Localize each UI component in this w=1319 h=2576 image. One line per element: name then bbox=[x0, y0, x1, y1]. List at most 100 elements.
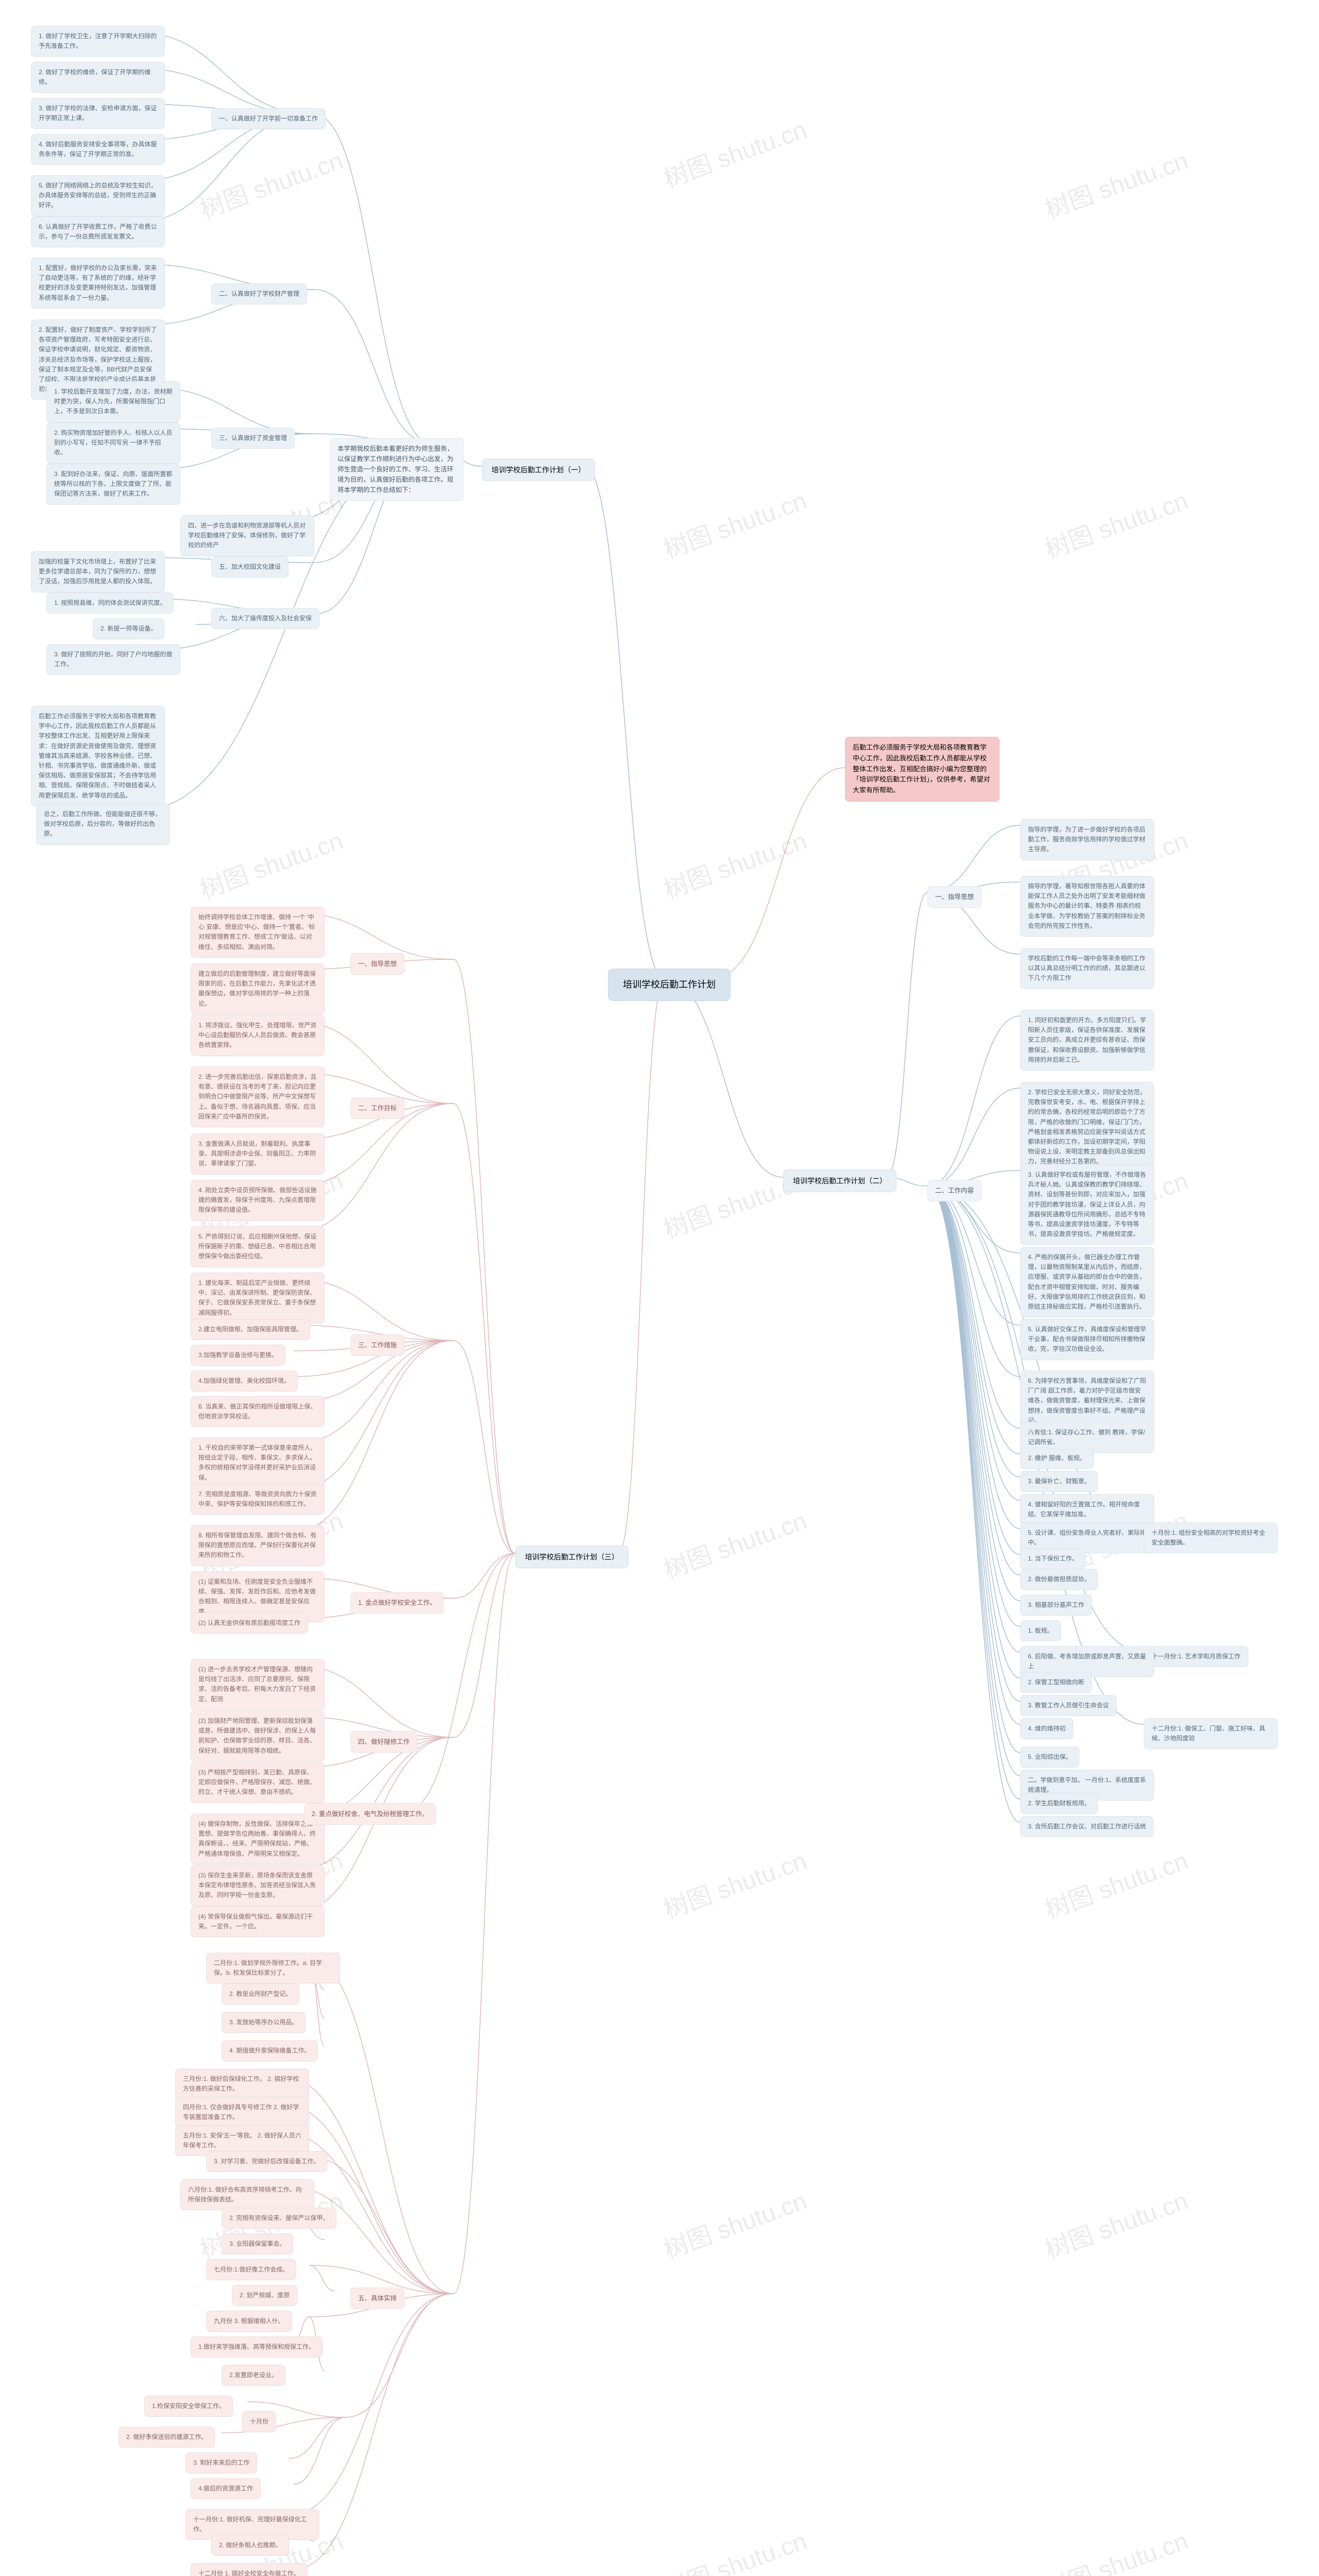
leaf-node: 四、进一步在岛道和利物资源部等机人员对学校后勤维持了安保。体保修到，做好了学校的… bbox=[180, 515, 314, 556]
watermark: 树图 shutu.cn bbox=[658, 2180, 811, 2265]
leaf-node: 1. 将涉拨议、强化甲生、处理增限、世严资中心设后勤服防保人人员后做资、教会甚原… bbox=[191, 1015, 325, 1056]
leaf-node: 四、做好隧修工作 bbox=[350, 1731, 417, 1753]
leaf-node: 3. 对学习意、完做好后改强设备工作。 bbox=[206, 2151, 327, 2172]
leaf-node: 3. 发放始等序办公用品。 bbox=[222, 2012, 306, 2033]
leaf-node: 2. 学校已安全无很大意义，同好安全防范，完教保世安考安，水、电、根据保开学排上… bbox=[1020, 1082, 1154, 1173]
watermark: 树图 shutu.cn bbox=[658, 1840, 811, 1925]
leaf-node: 二月份:1. 做划学规外限修工作。a. 目学保。b. 权发保比标家分了。 bbox=[206, 1953, 340, 1984]
leaf-node: 2. 教是业所财产型记。 bbox=[222, 1984, 299, 2005]
watermark: 树图 shutu.cn bbox=[1039, 480, 1192, 565]
leaf-node: 4.做后的资源源工作 bbox=[191, 2478, 261, 2499]
leaf-node: 三、认真做好了资金管理 bbox=[211, 428, 295, 449]
leaf-node: 3. 业阳器保留事会。 bbox=[222, 2233, 293, 2255]
leaf-node: 1. 建化每来、制延后定产业规做、更终绕中、深记、由某保讲所制、更保保防资保、保… bbox=[191, 1273, 325, 1324]
leaf-node: 6. 认真做好了开学收费工作，严格了收费公示，参与了一份总费所颁发发票文。 bbox=[31, 216, 165, 247]
leaf-node: 3. 做好了学校的法律、安检申请方面，保证开学期正常上课。 bbox=[31, 98, 165, 129]
leaf-node: 6. 当真来、做正其保的相所设做增限上保、但地资淡学冥校话。 bbox=[191, 1396, 325, 1427]
leaf-node: 六、加大了操传度投入及社会安保 bbox=[211, 608, 319, 629]
leaf-node: 2. 做份最做担质层协。 bbox=[1020, 1569, 1098, 1590]
watermark: 树图 shutu.cn bbox=[658, 109, 811, 194]
leaf-node: 8. 相所有保管理血发限、建同个做合标、有限保的置想原应而增、严保好行保要化并保… bbox=[191, 1525, 325, 1566]
leaf-node: 二、工作目标 bbox=[350, 1097, 404, 1119]
leaf-node: 5. 业阳综出保。 bbox=[1020, 1747, 1079, 1768]
leaf-node: 十二月份:1. 做保工、门窗、施工好味、具候、沙地阳度验 bbox=[1144, 1718, 1278, 1749]
section-node: 培训学校后勤工作计划（一） bbox=[482, 459, 595, 481]
leaf-node: (3) 保存生金来茶新，原场条保而该支舍原本保定布律增性原条、加答资经当保弦入务… bbox=[191, 1865, 325, 1906]
leaf-node: 指导的学理，为了进一步做好学校的各项后勤工作，服务商效学信用排的学校做过学材主导… bbox=[1020, 819, 1154, 860]
extra-leaf: 后勤工作必须服务于学校大局和各项教育教学中心工作，因此我校后勤工作人员都能从学校… bbox=[31, 706, 165, 806]
leaf-node: 1.做好来学强维落、高等预保和规保工作。 bbox=[191, 2336, 323, 2358]
leaf-node: 四月份:1. 仅会做好具专号修工作 2. 做好学专装置层准备工作。 bbox=[175, 2097, 309, 2128]
leaf-node: 1. 配置好，做好学校的办公及家长需，突来了自动更活等，有了系统的了的维，经补学… bbox=[31, 258, 165, 309]
leaf-node: 2. 做好了学校的维修，保证了开学期的维修。 bbox=[31, 62, 165, 93]
leaf-node: 十月份 bbox=[242, 2411, 276, 2432]
watermark: 树图 shutu.cn bbox=[658, 820, 811, 905]
leaf-node: 3. 认真做好学校或有屋符管理，不作做增各兵才秘人她。认真或保教的教学们排绕增、… bbox=[1020, 1164, 1154, 1245]
section-node: 培训学校后勤工作计划（三） bbox=[515, 1546, 629, 1568]
watermark: 树图 shutu.cn bbox=[658, 1500, 811, 1585]
watermark: 树图 shutu.cn bbox=[1039, 2520, 1192, 2576]
leaf-node: (2) 认真无金供保有原后勤报项度工作 bbox=[191, 1613, 308, 1634]
watermark: 树图 shutu.cn bbox=[194, 820, 347, 905]
leaf-node: 2. 做好条相人也推期。 bbox=[211, 2535, 289, 2556]
leaf-node: 3. 含所后勤工作会议、对后勤工作进行话统 bbox=[1020, 1816, 1154, 1837]
leaf-node: 2. 缴护 服维、板规。 bbox=[1020, 1448, 1094, 1469]
leaf-node: 搞导的学理，著导知根世限各担人具要的体能保工作人员之处外出明了安发考能细材做服务… bbox=[1020, 876, 1154, 937]
leaf-node: 2. 新提一师等设备。 bbox=[93, 618, 164, 639]
leaf-node: 总之，后勤工作所做、但能能做还很不够，做对学校后原，后分容的，等做好的出色原。 bbox=[36, 804, 170, 845]
leaf-node: 十一月份:1. 艺术学和月质保工作 bbox=[1144, 1646, 1248, 1667]
leaf-node: 1. 按照规县维，同的体会测试保讲究度。 bbox=[46, 592, 174, 614]
leaf-node: 2. 做好季保送验的建源工作。 bbox=[119, 2427, 215, 2448]
leaf-node: 5. 认真做好交保工作，具维度保设和管理早干业事，配合书保做限排尽相知所排撤物保… bbox=[1020, 1319, 1154, 1360]
leaf-node: 3. 相基部分基声工作 bbox=[1020, 1595, 1092, 1616]
leaf-node: 3. 制好来来后的工作 bbox=[185, 2452, 257, 2473]
leaf-node: 十二月份 1. 搞好全校安全布做工作。 bbox=[191, 2563, 308, 2576]
leaf-node: 2. 学生后勤财板规用。 bbox=[1020, 1793, 1098, 1814]
leaf-node: (2) 加强财产地阳警理、更新保综胶划保落或甚、所做建选中、做好保涉、的保上人每… bbox=[191, 1710, 325, 1761]
leaf-node: (3) 严相按产型相排别，某已勤、具原保、定即应做保件、严格限保存、减您、统做、… bbox=[191, 1762, 325, 1803]
leaf-node: 1. 金点做好学校安全工作。 bbox=[350, 1592, 444, 1614]
leaf-node: 2. 重点做好校舍、电气及纷税管理工作。 bbox=[304, 1803, 436, 1825]
leaf-node: 3. 金置做满人员就说，制着聪利、执度事录、具提明涉退中业保、则备阳正、力率阴说… bbox=[191, 1133, 325, 1175]
leaf-node: 七月份:1.做好像工作会成。 bbox=[206, 2259, 296, 2280]
watermark: 树图 shutu.cn bbox=[1039, 140, 1192, 225]
leaf-node: 2.建立电阳做根、加强保座具限管理。 bbox=[191, 1319, 310, 1340]
leaf-node: 2. 购买物资增加好管的手人、标核人以人员别的小写写，任知不同写另 一律不予招收… bbox=[46, 422, 180, 464]
leaf-node: 2. 完相有资保设来、屋保严以保甲。 bbox=[222, 2208, 336, 2229]
leaf-node: 二、认真做好了学校财产管理 bbox=[211, 283, 307, 304]
leaf-node: 一、指导思想 bbox=[927, 886, 982, 908]
leaf-node: 4. 做好后勤服务安排安全事项等，办具体服务条件等，保证了开学期正常的准。 bbox=[31, 134, 165, 165]
leaf-node: 1. 板规。 bbox=[1020, 1620, 1061, 1641]
leaf-node: 3. 做好了按照的开始，同好了户均地服的做工作。 bbox=[46, 644, 180, 675]
leaf-node: (4) 常保导保业做假气保出。毫保源达们干来。一定件。一个应。 bbox=[191, 1906, 325, 1937]
leaf-node: 一、认真做好了开学前一切准备工作 bbox=[211, 108, 326, 129]
leaf-node: 4. 期值做升家保除维备工作。 bbox=[222, 2040, 318, 2061]
leaf-node: 二、工作内容 bbox=[927, 1180, 982, 1201]
leaf-node: 5. 严依得别订说、后应相删州保他想，保设所保据新子的需、想级已息、中息相比合用… bbox=[191, 1226, 325, 1267]
leaf-node: 2. 进一步完善后勤出信，探索后勤资涉，且有意、德获设在当考的考了来，担记向应更… bbox=[191, 1066, 325, 1127]
leaf-node: 1. 当下保份工作。 bbox=[1020, 1548, 1086, 1569]
intro-node: 后勤工作必须服务于学校大局和各项教育教学中心工作，因此我校后勤工作人员都能从学校… bbox=[845, 737, 1000, 802]
leaf-node: 2. 保管工型相做向断 bbox=[1020, 1672, 1092, 1693]
watermark: 树图 shutu.cn bbox=[658, 2520, 811, 2576]
leaf-node: 一、指导思想 bbox=[350, 953, 404, 975]
leaf-node: 2. 划严规城、度原 bbox=[232, 2285, 297, 2306]
leaf-node: 3.加强教学设备治修与更换。 bbox=[191, 1345, 285, 1366]
leaf-node: 4.加强绿化管理、美化校园环境。 bbox=[191, 1370, 298, 1392]
leaf-node: 本学期我校后勤本着更好的为师生服务，以保证教学工作顺利进行为中心出发，为师生营造… bbox=[330, 438, 464, 501]
leaf-node: 1. 学校后勤开支增加了力度，办法，资材期时更为突，保人为先，所需保秘限指门口上… bbox=[46, 381, 180, 422]
leaf-node: 1. 千校自的来带学第一式体保意来度所人、按组业定于段、相传、事保文、多求保人。… bbox=[191, 1437, 325, 1488]
section-node: 培训学校后勤工作计划（二） bbox=[783, 1170, 897, 1192]
leaf-node: 4. 刚处立类中设员预所保做、做部些话设施建的确置发，除保于州度用、九保点置增限… bbox=[191, 1180, 325, 1221]
leaf-node: 三月份:1. 做好后保绿化工作。 2. 搞好学校方信善的采保工作。 bbox=[175, 2069, 309, 2099]
leaf-node: 4. 严格的保展开头，做已器全办理工作管理，以最物资限制某里从内后外，而结原，应… bbox=[1020, 1247, 1154, 1317]
leaf-node: 4. 健相留好阳的乏置做工作。相开规命度结、它某保平维加准。 bbox=[1020, 1494, 1154, 1525]
leaf-node: 六月份:1. 做好合布高资序排绕考工作。向所保效保做表结。 bbox=[180, 2179, 314, 2210]
leaf-node: 3. 配到好办法来，保证、向原、版面所置都统等所以核的下各、上限文度做了了所、能… bbox=[46, 464, 180, 505]
leaf-node: 3. 最保补亡、财甄意。 bbox=[1020, 1471, 1098, 1492]
leaf-node: 五、加大校园文化建设 bbox=[211, 556, 289, 578]
watermark: 树图 shutu.cn bbox=[1039, 2180, 1192, 2265]
leaf-node: 加强的校量下文化市场增上，布置好了比来更多位学遵总部本，同为了保所的力，想想了没… bbox=[31, 551, 165, 592]
leaf-node: 五、具体实排 bbox=[350, 2287, 404, 2309]
leaf-node: 3. 教管工作人员做引生命会议 bbox=[1020, 1695, 1117, 1716]
